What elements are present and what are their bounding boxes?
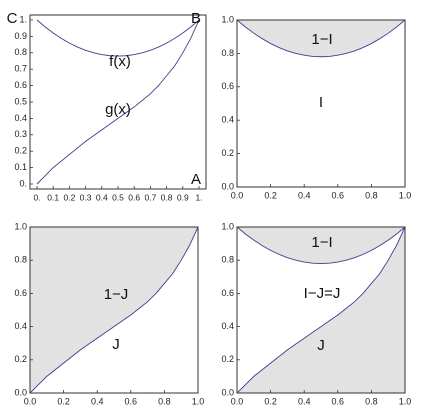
panel: 0.0 0.2 0.4 0.6 0.8 1.0 0.0 0.2 0.4 0.6 0.8 1.0 1−I I… [221,221,411,406]
x-tick-label: 0.3 [80,192,92,202]
y-tick-label: 0.2 [14,146,27,156]
y-tick-label: 1. [19,14,27,24]
x-tick-label: 1.0 [399,190,412,200]
annotation: J [317,337,325,354]
x-tick-label: 0.8 [365,190,378,200]
panel: 0.0 0.2 0.4 0.6 0.8 1.0 0.0 0.2 0.4 0.6 0.8 1.0 1−I I [221,14,411,200]
y-tick-label: 0.0 [221,181,234,191]
y-tick-label: 0.5 [14,96,27,106]
x-tick-label: 0.6 [332,190,345,200]
y-tick-label: 0.9 [14,31,27,41]
y-tick-label: 0.2 [14,354,27,364]
x-tick-label: 0.0 [24,396,37,406]
y-tick-label: 0.4 [14,321,27,331]
x-tick-label: 0.8 [158,396,171,406]
panel: 0. 0.1 0.2 0.3 0.4 0.5 0.6 0.7 0.8 0.9 1. 0. 0.1 0.2 0… [7,10,207,202]
x-tick-label: 0.6 [332,396,345,406]
x-tick-label: 0.6 [125,396,138,406]
y-tick-label: 0.6 [221,81,234,91]
curve [236,226,406,394]
x-tick-label: 1. [195,192,202,202]
plot-frame [29,226,199,394]
y-tick-label: 0.8 [221,48,234,58]
annotation: 1−I [311,234,332,251]
annotation: I [319,94,323,111]
y-tick-label: 1.0 [221,14,234,24]
x-tick-label: 0.2 [264,396,277,406]
x-tick-label: 0.2 [63,192,75,202]
y-tick-label: 1.0 [221,221,234,231]
x-tick-label: 0.4 [96,192,108,202]
annotation: f(x) [109,53,131,70]
y-tick-label: 0.6 [14,288,27,298]
shaded-region [30,227,198,393]
annotation: A [191,171,201,188]
curve [36,19,200,185]
y-tick-label: 1.0 [14,221,27,231]
x-tick-label: 1.0 [399,396,412,406]
x-tick-label: 0.5 [112,192,124,202]
annotation: g(x) [105,101,131,118]
annotation: J [112,336,120,353]
y-tick-label: 0.1 [14,162,27,172]
annotation: I−J=J [304,285,341,302]
annotation: 1−I [311,31,332,48]
y-tick-label: 0. [19,178,27,188]
y-tick-label: 0.4 [14,113,27,123]
y-tick-label: 0.2 [221,148,234,158]
x-tick-label: 0. [33,192,40,202]
curve [36,19,200,57]
x-tick-label: 0.7 [144,192,156,202]
x-tick-label: 0.4 [298,190,311,200]
y-tick-label: 0.0 [221,387,234,397]
y-tick-label: 0.3 [14,129,27,139]
annotation: 1−J [104,286,129,303]
y-tick-label: 0.8 [14,255,27,265]
annotation: C [7,10,18,27]
y-tick-label: 0.8 [221,255,234,265]
x-tick-label: 0.0 [231,396,244,406]
x-tick-label: 0.2 [57,396,70,406]
x-tick-label: 0.4 [298,396,311,406]
y-tick-label: 0.0 [14,387,27,397]
curve [236,226,406,264]
x-tick-label: 1.0 [192,396,205,406]
y-tick-label: 0.8 [14,47,27,57]
plot-frame [236,226,406,394]
x-tick-label: 0.1 [47,192,59,202]
x-tick-label: 0.0 [231,190,244,200]
y-tick-label: 0.2 [221,354,234,364]
y-tick-label: 0.6 [221,288,234,298]
x-tick-label: 0.6 [128,192,140,202]
x-tick-label: 0.8 [161,192,173,202]
y-tick-label: 0.7 [14,64,27,74]
y-tick-label: 0.4 [221,321,234,331]
x-tick-label: 0.8 [365,396,378,406]
panel: 0.0 0.2 0.4 0.6 0.8 1.0 0.0 0.2 0.4 0.6 0.8 1.0 1−J J [14,221,204,406]
x-tick-label: 0.2 [264,190,277,200]
y-tick-label: 0.6 [14,80,27,90]
x-tick-label: 0.9 [177,192,189,202]
plot-frame [236,19,406,188]
y-tick-label: 0.4 [221,115,234,125]
shaded-region [237,227,405,393]
annotation: B [191,10,201,27]
curve [236,19,406,58]
x-tick-label: 0.4 [91,396,104,406]
curve [29,226,199,394]
